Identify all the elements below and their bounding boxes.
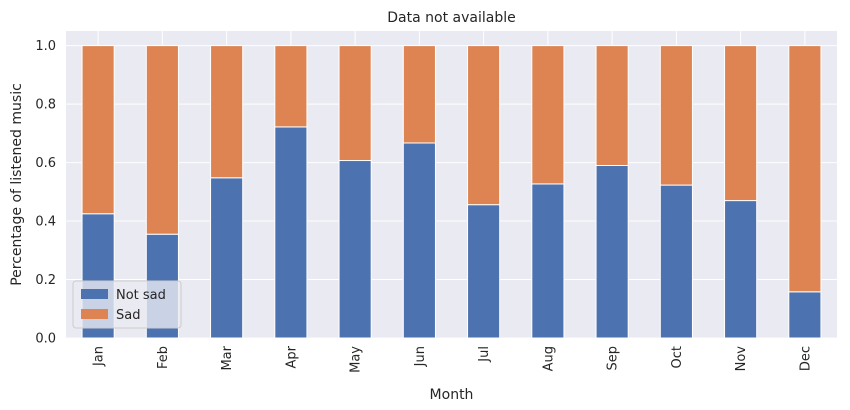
plot-background [66,31,837,338]
bar-apr-not-sad [274,126,308,339]
legend-label: Not sad [116,288,166,303]
x-tick-label: Aug [541,346,556,371]
bar-jun-sad [402,45,436,144]
legend-swatch [81,309,108,319]
x-tick-label: Oct [670,346,685,368]
x-tick-label: May [349,346,364,373]
bar-mar-not-sad [210,177,244,339]
bar-jul-not-sad [467,204,501,339]
bar-may-sad [338,45,372,162]
x-tick-label: Feb [156,346,171,369]
legend: Not sad Sad [72,280,182,329]
bar-dec-not-sad [788,291,822,339]
x-tick-label: Jan [92,346,107,367]
y-tick-label: 0.6 [35,156,56,171]
bars [81,45,822,339]
bar-mar-sad [210,45,244,179]
x-axis-title: Month [430,387,474,403]
x-tick-label: Dec [798,346,813,371]
x-tick-label: Sep [606,346,621,371]
bar-jun-not-sad [402,142,436,339]
bar-sep-not-sad [595,164,629,339]
y-tick-label: 0.8 [35,98,56,113]
legend-swatch [81,289,108,299]
bar-jul-sad [467,45,501,206]
x-tick-labels: Jan Feb Mar Apr May Jun Jul Aug Sep Oct Nov Dec [92,345,814,373]
y-tick-labels: 0.0 0.2 0.4 0.6 0.8 1.0 [35,39,56,346]
bar-jan-sad [81,45,115,215]
bar-dec-sad [788,45,822,293]
chart-title: Data not available [387,10,515,26]
bar-oct-not-sad [659,184,693,339]
x-tick-label: Mar [220,345,235,370]
bar-aug-sad [531,45,565,185]
bar-oct-sad [659,45,693,186]
bar-feb-sad [145,45,179,235]
y-tick-label: 0.2 [35,273,56,288]
y-axis-title: Percentage of listened music [9,83,25,286]
y-tick-label: 0.4 [35,215,56,230]
x-tick-label: Jul [477,346,492,363]
y-tick-label: 1.0 [35,39,56,54]
x-tick-label: Apr [284,345,299,368]
x-tick-label: Jun [413,346,428,367]
bar-apr-sad [274,45,308,128]
bar-may-not-sad [338,160,372,339]
bar-nov-not-sad [724,200,758,339]
bar-sep-sad [595,45,629,166]
x-tick-label: Nov [734,346,749,372]
legend-label: Sad [116,308,140,323]
bar-aug-not-sad [531,183,565,339]
y-tick-label: 0.0 [35,332,56,347]
bar-nov-sad [724,45,758,202]
